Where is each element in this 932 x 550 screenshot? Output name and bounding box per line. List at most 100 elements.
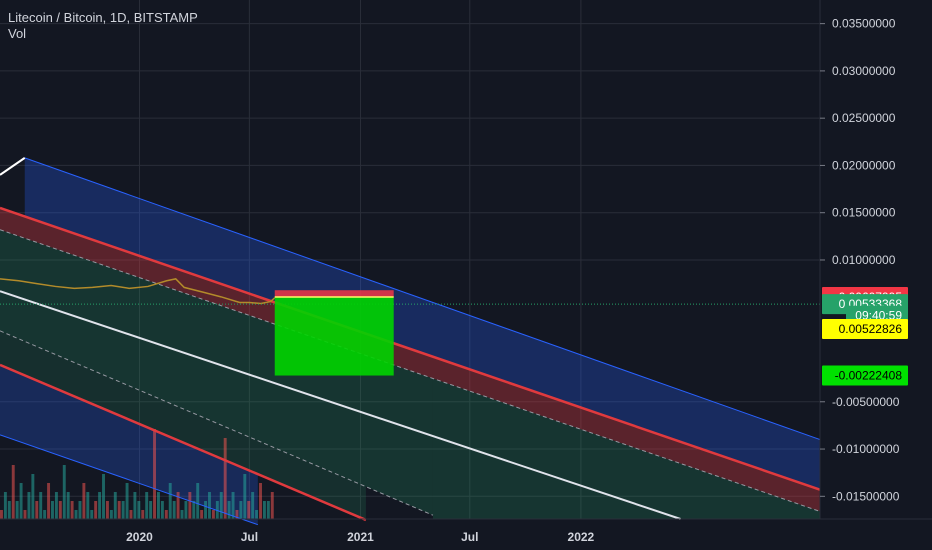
volume-bar bbox=[43, 510, 47, 519]
price-axis-tick-label: 0.01000000 bbox=[832, 253, 896, 267]
price-axis-tick-label: 0.02500000 bbox=[832, 111, 896, 125]
volume-bar bbox=[82, 483, 86, 519]
volume-bar bbox=[7, 501, 11, 519]
volume-bar bbox=[74, 510, 78, 519]
volume-bar bbox=[90, 510, 94, 519]
price-axis-tick-label: -0.01500000 bbox=[832, 489, 900, 503]
volume-bar bbox=[109, 510, 113, 519]
volume-bar bbox=[39, 492, 43, 519]
volume-bar bbox=[125, 483, 129, 519]
volume-bar bbox=[31, 474, 35, 519]
volume-bar bbox=[219, 492, 223, 519]
volume-bar bbox=[262, 501, 266, 519]
volume-bar bbox=[121, 501, 125, 519]
chart-header: Litecoin / Bitcoin, 1D, BITSTAMP Vol bbox=[8, 10, 198, 42]
volume-bars bbox=[0, 429, 274, 519]
price-tag-label: 0.00522826 bbox=[839, 322, 903, 336]
lower-green-band bbox=[0, 330, 366, 520]
volume-bar bbox=[188, 492, 192, 519]
volume-bar bbox=[113, 492, 117, 519]
price-series bbox=[0, 278, 820, 305]
volume-bar bbox=[54, 492, 58, 519]
inner-upper-band bbox=[0, 207, 820, 512]
volume-bar bbox=[255, 510, 259, 519]
time-axis: 2020 Jul 2021 Jul 2022 bbox=[0, 518, 932, 544]
time-axis-tick-label: 2022 bbox=[568, 530, 595, 544]
take-profit-zone bbox=[274, 297, 394, 376]
volume-bar bbox=[137, 501, 141, 519]
volume-bar bbox=[149, 501, 153, 519]
volume-bar bbox=[208, 492, 211, 519]
volume-bar bbox=[176, 492, 180, 519]
channel-line-pitchfork-handle bbox=[0, 157, 26, 176]
middle-band bbox=[0, 229, 433, 516]
volume-bar bbox=[168, 483, 172, 519]
channel-line-outer-lower bbox=[0, 434, 258, 526]
volume-bar bbox=[145, 492, 149, 519]
grid-lines bbox=[0, 0, 820, 519]
volume-bar bbox=[98, 492, 102, 519]
volume-bar bbox=[86, 492, 90, 519]
volume-bar bbox=[35, 501, 39, 519]
volume-bar bbox=[3, 492, 7, 519]
volume-bar bbox=[27, 492, 31, 519]
price-axis-tick-label: 0.03000000 bbox=[832, 64, 896, 78]
price-tag-box bbox=[822, 318, 908, 339]
symbol-title[interactable]: Litecoin / Bitcoin, 1D, BITSTAMP bbox=[8, 10, 198, 25]
volume-bar bbox=[247, 501, 251, 519]
price-axis-tick-label: 0.01500000 bbox=[832, 206, 896, 220]
middle-band-tail bbox=[432, 378, 820, 519]
price-axis-tick-label: 0.02000000 bbox=[832, 158, 896, 172]
volume-bar bbox=[192, 501, 196, 519]
volume-bar bbox=[105, 501, 109, 519]
volume-bar bbox=[0, 510, 3, 519]
position-tool[interactable] bbox=[274, 290, 394, 376]
volume-bar bbox=[266, 501, 270, 519]
outer-upper-band bbox=[24, 157, 820, 490]
price-axis-tick-label: -0.01000000 bbox=[832, 442, 900, 456]
volume-bar bbox=[102, 474, 105, 519]
price-axis: 0.03500000 0.03000000 0.02500000 0.02000000… bbox=[819, 0, 900, 519]
volume-bar bbox=[19, 483, 23, 519]
volume-bar bbox=[70, 501, 74, 519]
volume-bar bbox=[58, 501, 62, 519]
volume-bar bbox=[231, 492, 235, 519]
volume-bar bbox=[133, 492, 137, 519]
volume-bar bbox=[215, 501, 219, 519]
volume-bar bbox=[200, 510, 204, 519]
channel-lines bbox=[0, 157, 821, 526]
volume-bar bbox=[270, 492, 274, 519]
volume-bar bbox=[223, 438, 227, 519]
volume-bar bbox=[196, 483, 200, 519]
channel-line-median bbox=[0, 290, 681, 520]
volume-bar bbox=[66, 492, 70, 519]
stop-loss-zone bbox=[274, 290, 394, 298]
channel-line-dashed-upper bbox=[0, 229, 821, 512]
channel-line-inner-upper bbox=[0, 206, 821, 491]
price-labels: 0.006079950.0053336809:40:590.00522826-0… bbox=[822, 287, 908, 386]
channel-fills bbox=[0, 149, 820, 525]
volume-bar bbox=[184, 501, 188, 519]
volume-bar bbox=[235, 510, 239, 519]
time-axis-tick-label: 2020 bbox=[126, 530, 153, 544]
volume-bar bbox=[153, 429, 156, 519]
volume-bar bbox=[47, 483, 51, 519]
volume-bar bbox=[227, 501, 231, 519]
volume-bar bbox=[141, 510, 145, 519]
volume-indicator-label[interactable]: Vol bbox=[8, 26, 27, 41]
volume-bar bbox=[156, 492, 160, 519]
volume-bar bbox=[62, 465, 66, 519]
volume-bar bbox=[160, 501, 164, 519]
volume-bar bbox=[259, 483, 262, 519]
price-tag-box bbox=[822, 365, 908, 386]
volume-bar bbox=[211, 510, 215, 519]
volume-bar bbox=[94, 501, 98, 519]
channel-line-dashed-lower bbox=[0, 330, 434, 516]
volume-bar bbox=[172, 501, 176, 519]
outer-upper-band-pad bbox=[0, 149, 25, 216]
channel-line-outer-upper bbox=[24, 157, 821, 441]
volume-bar bbox=[11, 465, 15, 519]
channel-line-inner-lower bbox=[0, 363, 367, 522]
volume-bar bbox=[129, 510, 133, 519]
